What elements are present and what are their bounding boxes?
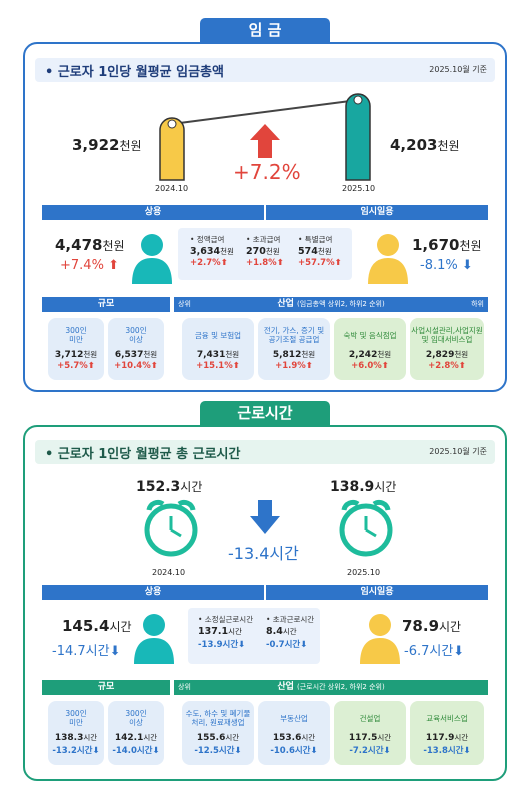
wage-pillars xyxy=(159,93,371,181)
wage-size-bar: 규모 xyxy=(42,297,170,312)
hours-curr-label: 2025.10 xyxy=(347,568,381,577)
wage-tab: 임 금 xyxy=(200,18,330,42)
wage-item-2: • 초과급여 270천원 +1.8%⬆ xyxy=(246,235,284,268)
wage-regular-change: +7.4% ⬆ xyxy=(60,258,119,273)
down-arrow-icon: ⬇ xyxy=(453,644,465,659)
person-icon-hours xyxy=(134,614,174,664)
hours-temp-bar: 임시일용 xyxy=(266,585,488,600)
down-arrow-icon: ⬇ xyxy=(109,644,121,659)
up-arrow-icon: ⬆ xyxy=(108,258,119,273)
down-arrow-icon: ⬇ xyxy=(461,258,473,273)
wage-prev-value: 3,922천원 xyxy=(72,136,142,154)
wage-items-box xyxy=(178,228,352,280)
person-icon-hours-temp xyxy=(360,614,400,664)
person-icon xyxy=(132,234,172,284)
hours-ind-bar: 상위 산업 (근로시간 상위2, 하위2 순위) xyxy=(174,680,488,695)
wage-panel xyxy=(23,42,507,392)
hours-tab: 근로시간 xyxy=(200,401,330,425)
curr-pillar xyxy=(345,93,371,181)
wage-item-3: • 특별급여 574천원 +57.7%⬆ xyxy=(298,235,342,268)
hours-ind-card-1: 수도, 하수 및 폐기물 처리, 원료재생업 155.6시간 -12.5시간⬇ xyxy=(182,701,254,765)
hours-change: -13.4시간 xyxy=(228,544,299,563)
wage-ind-card-2: 전기, 가스, 증기 및 공기조절 공급업 5,812천원 +1.9%⬆ xyxy=(258,318,330,380)
hours-prev-value: 152.3시간 xyxy=(136,479,203,495)
wage-regular-value: 4,478천원 xyxy=(55,236,125,254)
clock-icon xyxy=(144,499,198,557)
hours-size-card-1: 300인 미만 138.3시간 -13.2시간⬇ xyxy=(48,701,104,765)
hours-titlebar: • 근로자 1인당 월평균 총 근로시간 2025.10월 기준 xyxy=(35,440,495,464)
wage-ind-bar: 상위 산업 (임금총액 상위2, 하위2 순위) 하위 xyxy=(174,297,488,312)
hours-regular-bar: 상용 xyxy=(42,585,264,600)
up-arrow-icon xyxy=(250,124,280,158)
wage-size-card-1: 300인 미만 3,712천원 +5.7%⬆ xyxy=(48,318,104,380)
hours-size-card-2: 300인 이상 142.1시간 -14.0시간⬇ xyxy=(108,701,164,765)
hours-temp-value: 78.9시간 xyxy=(402,617,462,635)
wage-ind-card-4: 사업시설관리,사업지원 및 임대서비스업 2,829천원 +2.8%⬆ xyxy=(410,318,484,380)
hours-size-bar: 규모 xyxy=(42,680,170,695)
hours-regular-value: 145.4시간 xyxy=(62,617,132,635)
wage-regular-bar: 상용 xyxy=(42,205,264,220)
wage-temp-bar: 임시일용 xyxy=(266,205,488,220)
hours-date: 2025.10월 기준 xyxy=(429,447,487,456)
hours-ind-card-2: 부동산업 153.6시간 -10.6시간⬇ xyxy=(258,701,330,765)
hours-item-2: • 초과근로시간 8.4시간 -0.7시간⬇ xyxy=(266,615,315,650)
wage-date: 2025.10월 기준 xyxy=(429,65,487,74)
hours-ind-card-3: 건설업 117.5시간 -7.2시간⬇ xyxy=(334,701,406,765)
wage-ind-card-1: 금융 및 보험업 7,431천원 +15.1%⬆ xyxy=(182,318,254,380)
wage-ind-card-3: 숙박 및 음식점업 2,242천원 +6.0%⬆ xyxy=(334,318,406,380)
wage-change: +7.2% xyxy=(233,160,301,184)
wage-temp-value: 1,670천원 xyxy=(412,236,482,254)
person-icon-temp xyxy=(368,234,408,284)
wage-prev-label: 2024.10 xyxy=(155,184,189,193)
hours-items-box xyxy=(188,608,320,664)
wage-size-card-2: 300인 이상 6,537천원 +10.4%⬆ xyxy=(108,318,164,380)
hours-regular-change: -14.7시간⬇ xyxy=(52,644,121,659)
wage-curr-value: 4,203천원 xyxy=(390,136,460,154)
hours-panel xyxy=(23,425,507,781)
hours-ind-card-4: 교육서비스업 117.9시간 -13.8시간⬇ xyxy=(410,701,484,765)
hours-curr-value: 138.9시간 xyxy=(330,479,397,495)
hours-prev-label: 2024.10 xyxy=(152,568,186,577)
wage-temp-change: -8.1% ⬇ xyxy=(420,258,473,273)
prev-pillar xyxy=(159,117,185,181)
wage-curr-label: 2025.10 xyxy=(342,184,376,193)
wage-title: • 근로자 1인당 월평균 임금총액 xyxy=(45,65,224,80)
wage-item-1: • 정액급여 3,634천원 +2.7%⬆ xyxy=(190,235,234,268)
down-arrow-icon xyxy=(250,500,280,534)
hours-temp-change: -6.7시간⬇ xyxy=(404,644,465,659)
hours-title: • 근로자 1인당 월평균 총 근로시간 xyxy=(45,447,241,462)
wage-titlebar: • 근로자 1인당 월평균 임금총액 2025.10월 기준 xyxy=(35,58,495,82)
hours-item-1: • 소정실근로시간 137.1시간 -13.9시간⬇ xyxy=(198,615,254,650)
clock-icon-2 xyxy=(339,499,393,557)
